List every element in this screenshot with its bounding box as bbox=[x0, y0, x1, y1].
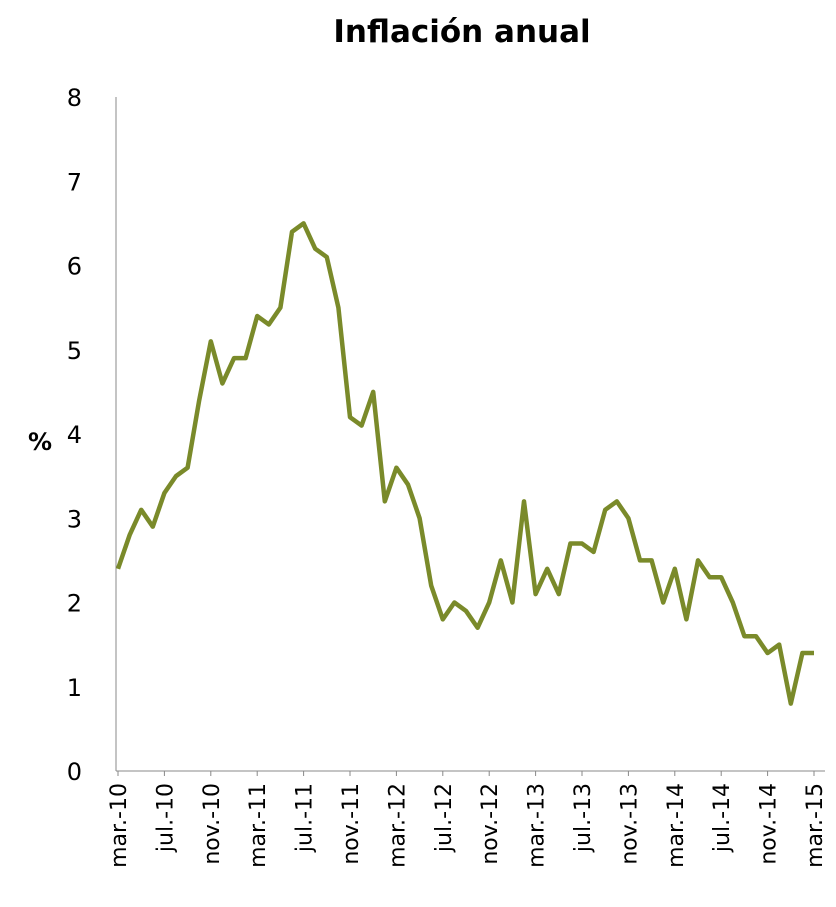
x-tick-label: mar.-10 bbox=[107, 783, 132, 868]
y-tick-label: 8 bbox=[67, 84, 82, 112]
x-tick-label: mar.-13 bbox=[525, 783, 550, 868]
x-tick-label: nov.-11 bbox=[339, 783, 364, 865]
x-tick-label: nov.-14 bbox=[757, 783, 782, 865]
x-tick-label: jul.-14 bbox=[710, 783, 735, 853]
y-tick-label: 0 bbox=[67, 758, 82, 786]
x-tick-label: mar.-15 bbox=[803, 783, 828, 868]
y-axis-label: % bbox=[28, 428, 52, 456]
chart-title: Inflación anual bbox=[333, 14, 590, 50]
x-tick-label: nov.-10 bbox=[200, 783, 225, 865]
y-tick-label: 2 bbox=[67, 590, 82, 618]
y-tick-label: 7 bbox=[67, 168, 82, 196]
y-tick-label: 5 bbox=[67, 337, 82, 365]
y-tick-label: 3 bbox=[67, 505, 82, 533]
y-tick-label: 1 bbox=[67, 674, 82, 702]
x-tick-label: mar.-14 bbox=[664, 783, 689, 868]
x-tick-label: mar.-12 bbox=[385, 783, 410, 868]
x-tick-label: jul.-13 bbox=[571, 783, 596, 853]
x-tick-label: jul.-11 bbox=[293, 783, 318, 853]
y-tick-label: 4 bbox=[67, 421, 82, 449]
x-tick-label: mar.-11 bbox=[246, 783, 271, 868]
x-tick-label: nov.-13 bbox=[617, 783, 642, 865]
x-tick-label: jul.-12 bbox=[432, 783, 457, 853]
data-line bbox=[115, 221, 814, 706]
x-tick-label: jul.-10 bbox=[153, 783, 178, 853]
x-tick-label: nov.-12 bbox=[478, 783, 503, 865]
y-tick-label: 6 bbox=[67, 253, 82, 281]
